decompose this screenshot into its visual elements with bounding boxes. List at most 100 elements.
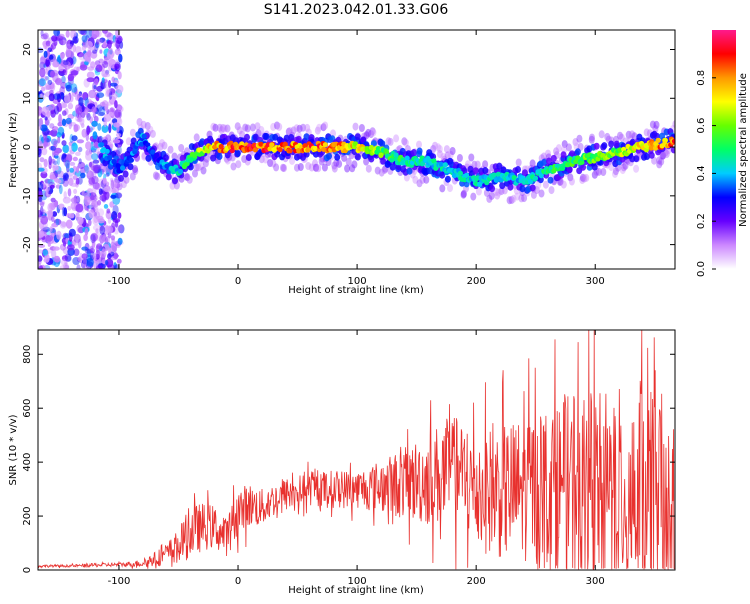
heatmap-cell bbox=[475, 187, 482, 196]
snr-line bbox=[38, 330, 675, 570]
heatmap-cell bbox=[173, 159, 180, 167]
heatmap-cell bbox=[41, 86, 46, 92]
heatmap-cell bbox=[514, 192, 521, 201]
heatmap-cell bbox=[78, 30, 86, 35]
heatmap-cell bbox=[294, 163, 300, 172]
heatmap-cell bbox=[63, 191, 67, 199]
heatmap-cell bbox=[107, 253, 112, 260]
heatmap-cell bbox=[280, 163, 286, 172]
heatmap-cell bbox=[593, 142, 600, 150]
heatmap-cell bbox=[50, 42, 57, 50]
heatmap-cell bbox=[61, 75, 66, 84]
heatmap-cell bbox=[102, 41, 107, 48]
heatmap-cell bbox=[68, 122, 77, 127]
heatmap-cell bbox=[378, 152, 384, 158]
heatmap-cell bbox=[51, 158, 55, 164]
heatmap-cell bbox=[352, 122, 359, 131]
heatmap-cell bbox=[95, 249, 101, 259]
heatmap-cell bbox=[252, 147, 258, 153]
heatmap-cell bbox=[77, 226, 84, 234]
heatmap-cell bbox=[115, 84, 124, 94]
heatmap-cell bbox=[85, 151, 93, 161]
heatmap-cell bbox=[41, 225, 48, 231]
heatmap-cell bbox=[45, 68, 49, 75]
heatmap-cell bbox=[216, 123, 223, 132]
heatmap-cell bbox=[416, 140, 422, 149]
heatmap-cell bbox=[613, 140, 620, 148]
heatmap-cell bbox=[38, 181, 44, 192]
heatmap-cell bbox=[63, 174, 67, 181]
heatmap-cell bbox=[136, 118, 143, 126]
heatmap-cell bbox=[104, 103, 109, 112]
heatmap-cell bbox=[612, 167, 619, 176]
y-tick-label: 0 bbox=[22, 144, 33, 150]
heatmap-cell bbox=[541, 158, 548, 166]
heatmap-cell bbox=[49, 225, 53, 233]
heatmap-cell bbox=[379, 140, 386, 148]
heatmap-cell bbox=[47, 178, 55, 185]
heatmap-cell bbox=[102, 159, 109, 167]
heatmap-cell bbox=[297, 163, 304, 171]
heatmap-cell bbox=[106, 32, 114, 41]
heatmap-cell bbox=[105, 86, 111, 94]
heatmap-cell bbox=[60, 39, 64, 45]
heatmap-cell bbox=[38, 265, 44, 269]
heatmap-cell bbox=[499, 182, 506, 190]
heatmap-cell bbox=[49, 123, 55, 129]
heatmap-cell bbox=[79, 117, 85, 126]
heatmap-cell bbox=[649, 120, 656, 129]
heatmap-cell bbox=[272, 133, 279, 141]
heatmap-cell bbox=[565, 143, 572, 152]
heatmap-cell bbox=[273, 163, 280, 172]
heatmap-cell bbox=[101, 70, 109, 78]
heatmap-cell bbox=[67, 188, 72, 197]
heatmap-cell bbox=[110, 179, 115, 190]
heatmap-cell bbox=[67, 205, 72, 211]
spectrogram-x-ticks: -100 0 100 200 300 bbox=[108, 30, 605, 287]
heatmap-cell bbox=[65, 219, 73, 229]
heatmap-cell bbox=[258, 126, 265, 134]
heatmap-cell bbox=[472, 167, 479, 175]
heatmap-cell bbox=[105, 69, 110, 75]
heatmap-cell bbox=[129, 128, 136, 137]
heatmap-cell bbox=[117, 237, 123, 245]
heatmap-cell bbox=[55, 77, 63, 86]
heatmap-cell bbox=[105, 168, 111, 177]
heatmap-cell bbox=[65, 159, 70, 169]
heatmap-cell bbox=[281, 164, 287, 173]
heatmap-cell bbox=[447, 184, 453, 193]
heatmap-cell bbox=[58, 65, 64, 72]
heatmap-cell bbox=[89, 196, 98, 202]
heatmap-cell bbox=[363, 157, 370, 166]
heatmap-cell bbox=[579, 176, 586, 184]
heatmap-cell bbox=[296, 124, 303, 133]
heatmap-cell bbox=[542, 180, 549, 189]
heatmap-cell bbox=[50, 145, 56, 151]
heatmap-cell bbox=[313, 163, 320, 172]
heatmap-cell bbox=[110, 241, 115, 249]
heatmap-cell bbox=[643, 128, 650, 137]
heatmap-cell bbox=[149, 129, 156, 138]
heatmap-cell bbox=[147, 125, 154, 134]
heatmap-cell bbox=[412, 175, 419, 184]
heatmap-cell bbox=[38, 249, 44, 254]
heatmap-cell bbox=[101, 124, 109, 133]
heatmap-cell bbox=[40, 215, 49, 225]
heatmap-cell bbox=[183, 172, 189, 181]
heatmap-cell bbox=[116, 258, 122, 264]
heatmap-cell bbox=[43, 158, 48, 168]
heatmap-cell bbox=[87, 188, 93, 194]
heatmap-cell bbox=[38, 167, 45, 172]
heatmap-cell bbox=[90, 234, 96, 244]
heatmap-cell bbox=[57, 136, 61, 144]
heatmap-cell bbox=[107, 217, 111, 224]
heatmap-cell bbox=[393, 152, 399, 158]
heatmap-cell bbox=[114, 264, 120, 269]
heatmap-cell bbox=[579, 173, 586, 182]
heatmap-cell bbox=[43, 140, 48, 149]
heatmap-cell bbox=[444, 175, 451, 183]
heatmap-cell bbox=[118, 224, 125, 234]
heatmap-cell bbox=[369, 127, 376, 136]
colorbar-tick-label: 0.6 bbox=[696, 118, 707, 134]
